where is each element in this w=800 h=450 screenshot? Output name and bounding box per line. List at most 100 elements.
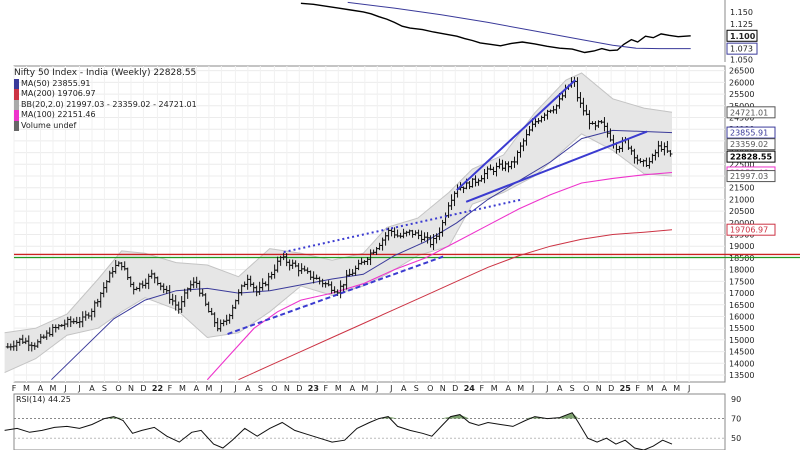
- month-tick-label: A: [194, 384, 200, 393]
- month-tick-label: A: [89, 384, 95, 393]
- month-tick-label: F: [12, 384, 17, 393]
- ma100-line: [206, 171, 673, 381]
- month-tick-label: J: [531, 384, 534, 393]
- price-y-tick-label: 14000: [729, 359, 754, 368]
- legend-bb: BB(20,2.0) 21997.03 - 23359.02 - 24721.0…: [14, 99, 197, 110]
- price-y-tick-label: 21000: [729, 195, 754, 204]
- comparison-ratio-line: [300, 2, 691, 54]
- month-tick-label: N: [284, 384, 290, 393]
- bollinger-upper-line: [4, 72, 673, 334]
- comparison-ma-line: [347, 1, 691, 50]
- month-tick-label: M: [647, 384, 654, 393]
- month-tick-label: J: [389, 384, 392, 393]
- price-y-tick-label: 20500: [729, 207, 754, 216]
- comparison-value-badge: [726, 42, 758, 55]
- price-y-tick-label: 26500: [729, 67, 754, 76]
- month-tick-label: J: [219, 384, 222, 393]
- legend-ma200: MA(200) 19706.97: [14, 89, 197, 100]
- legend-volume: Volume undef: [14, 120, 197, 131]
- price-y-tick-label: 17500: [729, 277, 754, 286]
- month-tick-label: F: [479, 384, 484, 393]
- ma200-line: [238, 229, 673, 381]
- value-badge-label: 23359.02: [730, 140, 768, 149]
- trend-line-4: [465, 130, 648, 203]
- month-tick-label: O: [583, 384, 589, 393]
- month-tick-label: S: [414, 384, 419, 393]
- rsi-y-tick-label: 70: [731, 415, 741, 424]
- month-tick-label: A: [38, 384, 44, 393]
- value-badge: [726, 126, 776, 139]
- comparison-y-tick-label: 1.073: [730, 45, 753, 54]
- bollinger-band-fill: [4, 73, 673, 373]
- month-tick-label: N: [128, 384, 134, 393]
- value-badge: [726, 170, 776, 183]
- comparison-y-tick-label: 1.100: [730, 32, 756, 41]
- chart-title: Nifty 50 Index - India (Weekly) 22828.55: [14, 68, 197, 78]
- month-tick-label: 25: [620, 384, 632, 393]
- month-tick-label: D: [608, 384, 614, 393]
- trend-line-2: [283, 198, 523, 254]
- ma50-line: [51, 129, 673, 381]
- legend-ma50: MA(50) 23855.91: [14, 78, 197, 89]
- value-badge: [726, 223, 776, 236]
- value-badge: [726, 138, 776, 151]
- month-tick-label: J: [687, 384, 690, 393]
- rsi-y-tick-label: 50: [731, 434, 741, 443]
- legend-ma100: MA(100) 22151.46: [14, 110, 197, 121]
- price-y-tick-label: 25000: [729, 102, 754, 111]
- price-y-tick-label: 19000: [729, 242, 754, 251]
- month-tick-label: O: [271, 384, 277, 393]
- price-y-tick-label: 13500: [729, 371, 754, 380]
- month-tick-label: 24: [464, 384, 476, 393]
- comparison-y-tick-label: 1.150: [730, 8, 753, 17]
- value-badge-label: 21997.03: [730, 172, 768, 181]
- rsi-panel-frame: [13, 393, 726, 450]
- price-bars: [5, 76, 673, 352]
- comparison-y-tick-label: 1.125: [730, 20, 753, 29]
- comparison-value-badge: [726, 29, 758, 42]
- price-y-tick-label: 14500: [729, 348, 754, 357]
- month-tick-label: F: [635, 384, 640, 393]
- price-y-tick-label: 16000: [729, 312, 754, 321]
- month-tick-label: A: [557, 384, 563, 393]
- trend-line-1: [227, 254, 447, 335]
- month-tick-label: M: [335, 384, 342, 393]
- month-tick-label: S: [570, 384, 575, 393]
- rsi-overbought-fill: [450, 414, 460, 419]
- month-tick-label: M: [23, 384, 30, 393]
- month-tick-label: O: [115, 384, 121, 393]
- price-y-tick-label: 25500: [729, 90, 754, 99]
- value-badge-label: 22828.55: [730, 153, 772, 162]
- value-badge-label: 24721.01: [730, 108, 768, 117]
- comparison-y-tick-label: 1.050: [730, 56, 753, 65]
- month-tick-label: A: [506, 384, 512, 393]
- month-tick-label: A: [661, 384, 667, 393]
- month-tick-label: J: [77, 384, 80, 393]
- price-y-tick-label: 22500: [729, 160, 754, 169]
- rsi-overbought-fill: [441, 416, 451, 419]
- month-tick-label: F: [168, 384, 173, 393]
- price-y-tick-label: 20000: [729, 219, 754, 228]
- rsi-title: RSI(14) 44.25: [16, 395, 71, 404]
- month-tick-label: M: [517, 384, 524, 393]
- month-tick-label: 23: [308, 384, 319, 393]
- month-tick-label: M: [179, 384, 186, 393]
- price-y-tick-label: 21500: [729, 184, 754, 193]
- price-y-tick-label: 15000: [729, 336, 754, 345]
- month-tick-label: J: [545, 384, 548, 393]
- month-tick-label: S: [102, 384, 107, 393]
- month-tick-label: A: [245, 384, 251, 393]
- price-y-tick-label: 26000: [729, 78, 754, 87]
- value-badge-label: 23855.91: [730, 129, 768, 138]
- price-y-tick-label: 16500: [729, 301, 754, 310]
- price-legend: Nifty 50 Index - India (Weekly) 22828.55…: [14, 68, 197, 131]
- month-tick-label: D: [140, 384, 146, 393]
- month-tick-label: J: [375, 384, 378, 393]
- bollinger-lower-line: [4, 133, 673, 374]
- month-tick-label: M: [491, 384, 498, 393]
- price-y-tick-label: 15500: [729, 324, 754, 333]
- rsi-overbought-fill: [572, 412, 579, 419]
- month-tick-label: 22: [152, 384, 163, 393]
- price-y-tick-label: 17000: [729, 289, 754, 298]
